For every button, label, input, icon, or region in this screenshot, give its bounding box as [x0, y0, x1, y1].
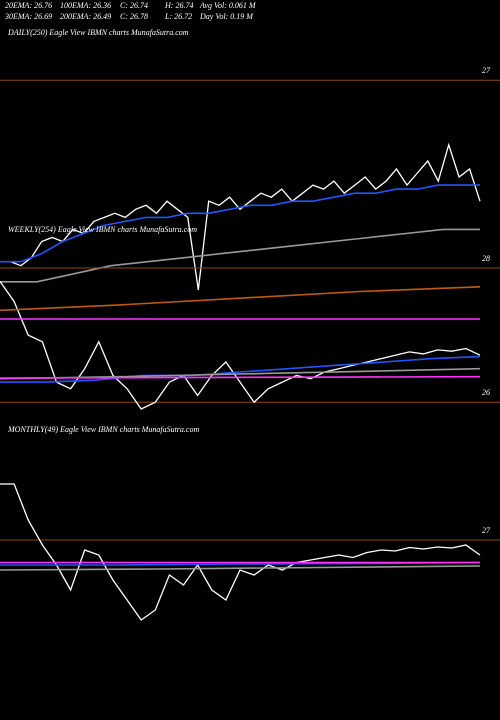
header-text: H: 26.74	[164, 1, 193, 10]
y-tick-label: 28	[482, 254, 490, 263]
header-text: 100EMA: 26.36	[60, 1, 111, 10]
y-tick-label: 26	[482, 388, 490, 397]
series-line	[0, 355, 481, 383]
panel-title: WEEKLY(254) Eagle View IBMN charts Munaf…	[8, 225, 197, 234]
y-tick-label: 27	[482, 526, 491, 535]
series-line	[0, 375, 481, 379]
header-text: 20EMA: 26.76	[5, 1, 52, 10]
series-line	[0, 228, 480, 283]
series-line	[0, 565, 481, 571]
series-line	[0, 281, 481, 410]
header-text: C: 26.78	[120, 12, 148, 21]
header-text: Avg Vol: 0.061 M	[199, 1, 257, 10]
header-text: L: 26.72	[164, 12, 192, 21]
header-text: Day Vol: 0.19 M	[199, 12, 254, 21]
y-tick-label: 27	[482, 66, 491, 75]
panel-title: DAILY(250) Eagle View IBMN charts Munafa…	[7, 28, 189, 37]
header-text: C: 26.74	[120, 1, 148, 10]
series-line	[0, 286, 481, 312]
series-line	[0, 142, 481, 290]
panel-title: MONTHLY(49) Eagle View IBMN charts Munaf…	[7, 425, 199, 434]
header-text: 30EMA: 26.69	[4, 12, 52, 21]
series-line	[0, 184, 480, 263]
header-text: 200EMA: 26.49	[60, 12, 111, 21]
series-line	[0, 483, 481, 621]
